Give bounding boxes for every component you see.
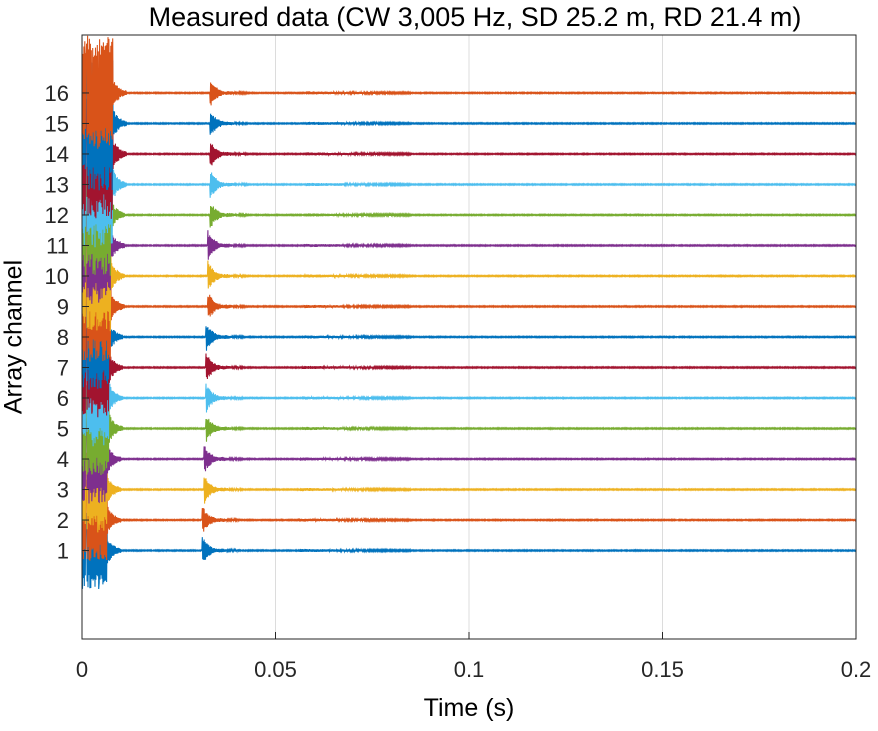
trace-channel-6 — [82, 348, 856, 447]
y-tick-label: 16 — [45, 81, 69, 106]
y-tick-label: 1 — [57, 539, 69, 564]
y-tick-label: 15 — [45, 111, 69, 136]
trace-channel-8 — [82, 284, 856, 390]
y-tick-label: 12 — [45, 203, 69, 228]
y-tick-label: 11 — [46, 233, 69, 258]
y-tick-label: 5 — [57, 417, 69, 442]
x-tick-label: 0 — [76, 657, 88, 682]
y-tick-label: 2 — [57, 508, 69, 533]
trace-channel-3 — [82, 446, 856, 533]
y-tick-label: 3 — [57, 478, 69, 503]
y-tick-label: 9 — [57, 294, 69, 319]
y-tick-label: 8 — [57, 325, 69, 350]
trace-channel-13 — [82, 121, 856, 248]
trace-channel-14 — [82, 89, 856, 219]
trace-channel-4 — [82, 415, 856, 504]
trace-channel-9 — [82, 251, 856, 362]
trace-channel-16 — [82, 35, 856, 149]
trace-channel-5 — [82, 382, 856, 476]
trace-channel-10 — [82, 219, 856, 332]
chart-title: Measured data (CW 3,005 Hz, SD 25.2 m, R… — [148, 2, 802, 32]
traces — [82, 35, 856, 590]
y-tick-label: 10 — [45, 264, 69, 289]
x-tick-label: 0.15 — [641, 657, 684, 682]
y-tick-label: 14 — [45, 142, 69, 167]
y-tick-label: 4 — [57, 447, 69, 472]
trace-channel-12 — [82, 154, 856, 276]
x-tick-label: 0.2 — [841, 657, 872, 682]
x-tick-label: 0.05 — [254, 657, 297, 682]
x-tick-label: 0.1 — [454, 657, 485, 682]
y-tick-label: 13 — [45, 172, 69, 197]
y-axis-label: Array channel — [0, 259, 28, 415]
x-axis: 0 0.05 0.1 0.15 0.2 — [76, 632, 871, 682]
trace-channel-2 — [82, 479, 856, 561]
trace-channel-15 — [82, 57, 856, 191]
y-tick-label: 6 — [57, 386, 69, 411]
trace-channel-7 — [82, 316, 856, 418]
y-tick-label: 7 — [57, 356, 69, 381]
trace-channel-1 — [82, 511, 856, 590]
trace-channel-11 — [82, 187, 856, 304]
x-axis-label: Time (s) — [423, 694, 515, 722]
